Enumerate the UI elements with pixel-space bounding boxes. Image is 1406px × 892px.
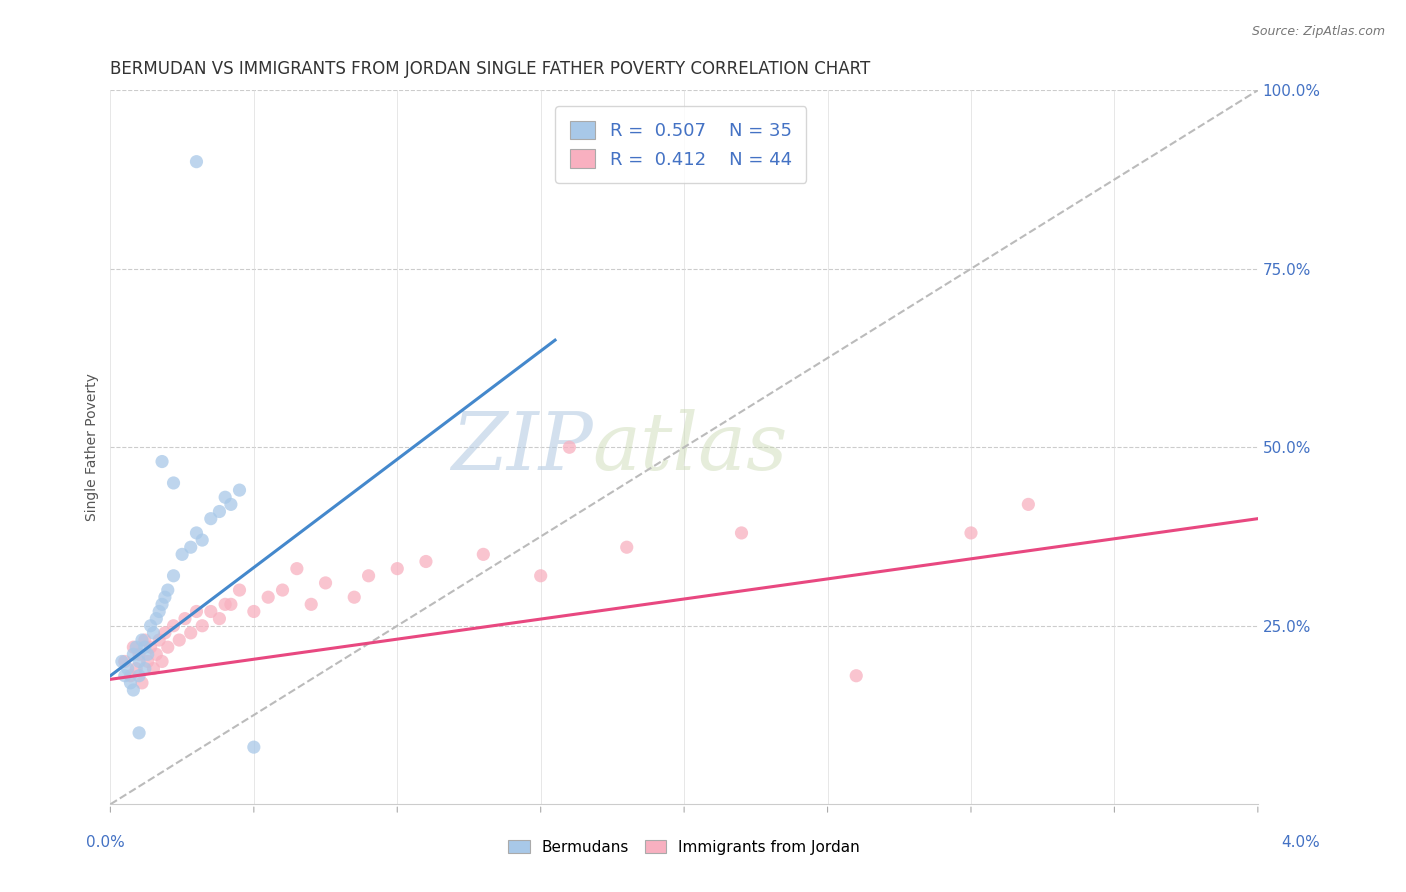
- Point: [191, 533, 214, 547]
- Point: [186, 605, 208, 619]
- Point: [148, 605, 170, 619]
- Point: [167, 633, 190, 648]
- Point: [150, 454, 173, 468]
- Point: [343, 591, 366, 605]
- Point: [142, 662, 165, 676]
- Point: [357, 568, 380, 582]
- Point: [122, 648, 145, 662]
- Point: [960, 525, 983, 540]
- Point: [415, 554, 437, 568]
- Point: [162, 568, 184, 582]
- Point: [131, 676, 153, 690]
- Point: [219, 598, 242, 612]
- Point: [299, 598, 322, 612]
- Point: [128, 726, 150, 740]
- Point: [156, 640, 179, 655]
- Text: Source: ZipAtlas.com: Source: ZipAtlas.com: [1251, 25, 1385, 38]
- Y-axis label: Single Father Poverty: Single Father Poverty: [86, 374, 100, 521]
- Point: [191, 619, 214, 633]
- Point: [122, 683, 145, 698]
- Point: [285, 561, 308, 575]
- Point: [120, 676, 142, 690]
- Point: [219, 497, 242, 511]
- Point: [150, 598, 173, 612]
- Point: [315, 575, 337, 590]
- Text: BERMUDAN VS IMMIGRANTS FROM JORDAN SINGLE FATHER POVERTY CORRELATION CHART: BERMUDAN VS IMMIGRANTS FROM JORDAN SINGL…: [111, 60, 870, 78]
- Point: [145, 612, 167, 626]
- Point: [139, 640, 162, 655]
- Point: [616, 540, 638, 554]
- Point: [186, 525, 208, 540]
- Point: [257, 591, 280, 605]
- Point: [1017, 497, 1039, 511]
- Point: [122, 640, 145, 655]
- Point: [131, 633, 153, 648]
- Point: [172, 547, 194, 561]
- Point: [530, 568, 553, 582]
- Point: [142, 626, 165, 640]
- Point: [208, 612, 231, 626]
- Point: [174, 612, 197, 626]
- Point: [200, 605, 222, 619]
- Point: [558, 440, 581, 454]
- Point: [153, 591, 176, 605]
- Point: [111, 655, 134, 669]
- Point: [730, 525, 752, 540]
- Point: [208, 504, 231, 518]
- Point: [153, 626, 176, 640]
- Point: [134, 640, 156, 655]
- Point: [134, 633, 156, 648]
- Text: 0.0%: 0.0%: [86, 836, 125, 850]
- Text: ZIP: ZIP: [450, 409, 592, 486]
- Point: [128, 648, 150, 662]
- Legend: R =  0.507    N = 35, R =  0.412    N = 44: R = 0.507 N = 35, R = 0.412 N = 44: [555, 106, 806, 183]
- Point: [134, 662, 156, 676]
- Point: [117, 662, 139, 676]
- Text: atlas: atlas: [592, 409, 787, 486]
- Point: [162, 619, 184, 633]
- Point: [162, 475, 184, 490]
- Point: [150, 655, 173, 669]
- Point: [271, 583, 294, 598]
- Point: [125, 662, 148, 676]
- Point: [125, 640, 148, 655]
- Point: [180, 626, 202, 640]
- Point: [243, 740, 266, 755]
- Point: [156, 583, 179, 598]
- Point: [180, 540, 202, 554]
- Point: [228, 483, 250, 497]
- Text: 4.0%: 4.0%: [1281, 836, 1320, 850]
- Point: [139, 619, 162, 633]
- Point: [128, 669, 150, 683]
- Point: [148, 633, 170, 648]
- Point: [472, 547, 495, 561]
- Point: [120, 669, 142, 683]
- Point: [228, 583, 250, 598]
- Point: [214, 490, 236, 504]
- Point: [136, 648, 159, 662]
- Point: [214, 598, 236, 612]
- Point: [145, 648, 167, 662]
- Point: [200, 511, 222, 525]
- Point: [243, 605, 266, 619]
- Point: [186, 154, 208, 169]
- Point: [114, 655, 136, 669]
- Point: [136, 655, 159, 669]
- Point: [114, 669, 136, 683]
- Point: [845, 669, 868, 683]
- Point: [128, 655, 150, 669]
- Point: [387, 561, 409, 575]
